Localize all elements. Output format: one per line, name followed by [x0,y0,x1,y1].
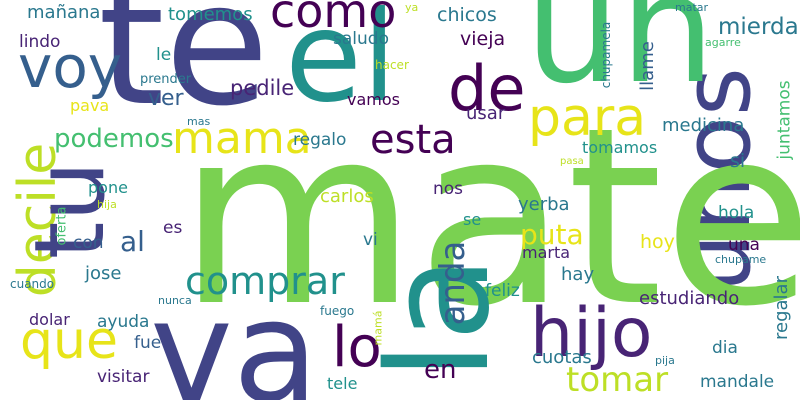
word-ayuda: ayuda [97,312,150,332]
word-una: una [728,235,760,255]
word-chupame: chupame [715,253,767,266]
word-tomar: tomar [566,360,669,400]
word-pija: pija [655,354,675,367]
word-de: de [448,52,526,125]
word-hoy: hoy [640,231,675,253]
word-en: en [424,355,457,385]
word-lindo: lindo [19,32,61,52]
word-yerba: yerba [518,194,570,215]
word-comprar: comprar [185,259,345,303]
word-pava: pava [70,96,110,115]
word-se: se [463,210,482,229]
word-carlos: carlos [320,186,374,207]
word-tomemos: tomemos [168,4,253,25]
word-saludo: saludo [333,29,389,49]
word-pasa: pasa [560,156,584,167]
word-pedile: pedile [230,76,295,100]
word-si: si [730,150,746,172]
word-mate: mate [178,75,800,360]
word-estudiando: estudiando [639,288,740,309]
word-voy: voy [18,33,123,101]
word-le: le [156,45,172,65]
word-tele: tele [327,374,358,393]
word-te: te [98,0,270,144]
word-tomamos: tomamos [582,138,658,157]
word-dolar: dolar [29,310,70,329]
word-vi: vi [363,230,378,250]
word-llame: llame [637,41,658,91]
word-agarre: agarre [705,36,741,49]
word-el: el [285,0,397,130]
word-hola: hola [718,203,755,223]
word-marta: marta [522,243,571,262]
word-mierda: mierda [718,14,799,40]
word-regalo: regalo [293,130,347,150]
word-vieja: vieja [460,28,506,50]
word-visitar: visitar [97,367,150,387]
word-hay: hay [561,264,595,285]
word-nos: nos [433,179,464,199]
word-prender: prender [140,72,192,87]
word-es: es [163,218,183,238]
word-feliz: feliz [485,281,520,301]
word-matar: matar [675,1,709,14]
word-ver: ver [148,86,184,111]
word-va: va [150,271,319,400]
word-que: que [20,311,118,371]
word-mama: mama [172,113,312,164]
word-mandale: mandale [700,372,775,392]
word-nunca: nunca [158,294,192,307]
word-usar: usar [466,103,506,124]
word-esta: esta [370,117,456,163]
word-al: al [120,225,145,258]
word-mama-accent: mamá [371,310,385,346]
word-vamos: vamos [347,90,400,109]
word-jose: jose [85,263,122,284]
word-chicos: chicos [437,4,497,26]
word-mas: mas [187,115,211,128]
word-pone: pone [88,178,128,197]
word-dia: dia [712,338,738,358]
word-fue: fue [134,333,162,353]
word-fuego: fuego [320,304,355,318]
word-ya: ya [405,1,419,14]
word-manana: mañana [27,2,101,23]
word-oferta: oferta [54,206,70,246]
word-juntamos: juntamos [774,80,795,160]
word-cuotas: cuotas [532,347,592,368]
word-hija: hija [97,198,117,211]
word-medicina: medicina [662,115,745,136]
word-hacer: hacer [375,58,409,72]
word-chupamela: chupamela [599,21,613,89]
word-lo: lo [332,315,382,380]
word-puta: puta [520,218,584,251]
word-con: con [73,233,104,253]
word-como: como [270,0,397,38]
word-anda: anda [433,240,473,326]
word-un: un [525,0,716,117]
word-regalar: regalar [771,276,792,340]
word-hijo: hijo [530,294,653,373]
word-para: para [528,88,647,148]
word-podemos: podemos [54,124,174,154]
word-cuando: cuando [10,277,55,291]
